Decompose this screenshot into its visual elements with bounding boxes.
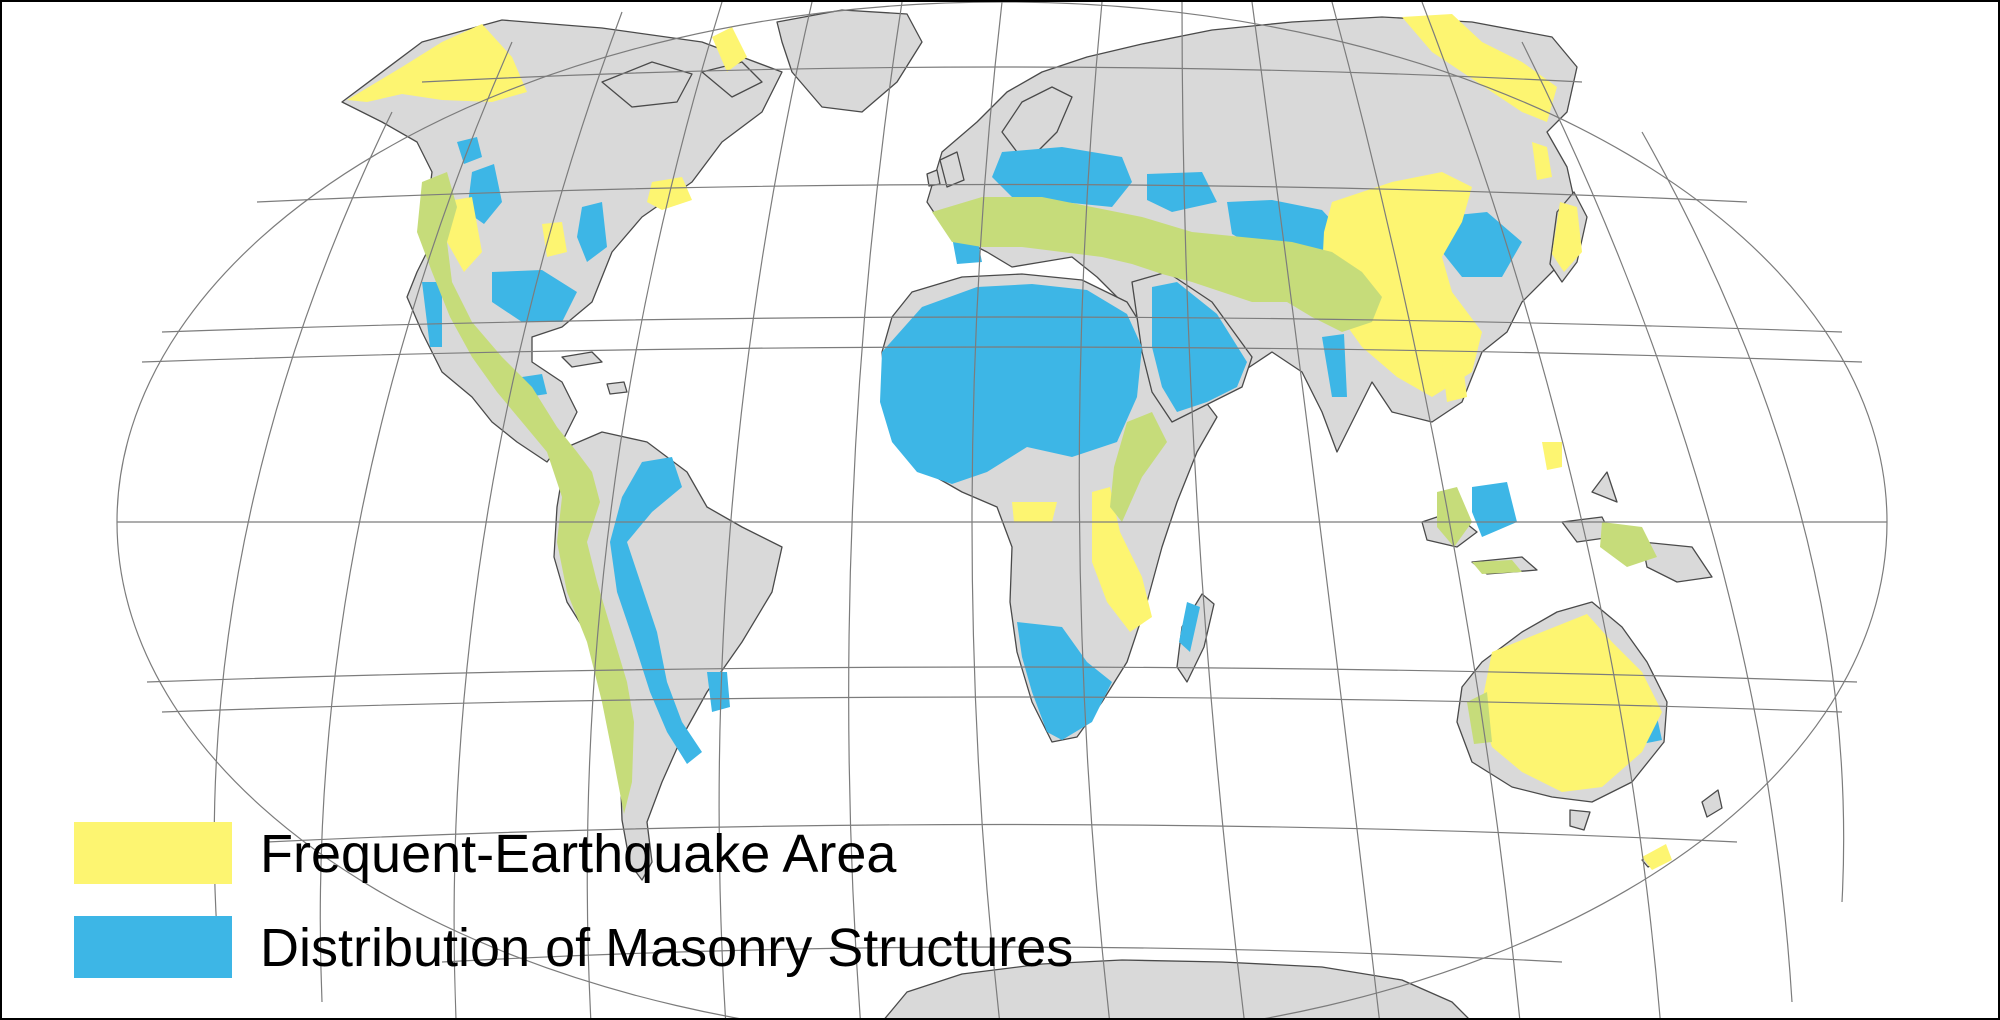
meridian-line bbox=[1078, 2, 1110, 1018]
land-caribbean bbox=[561, 351, 628, 395]
meridian-line bbox=[1521, 41, 1793, 1003]
meridian-line bbox=[213, 111, 393, 933]
graticule bbox=[116, 2, 1888, 1018]
earthquake-swatch bbox=[74, 822, 232, 884]
overlap-zone-mediterranean-to-himalaya bbox=[932, 197, 1382, 332]
quake-zone-new-zealand bbox=[1642, 844, 1672, 870]
meridian-line bbox=[971, 2, 1003, 1018]
masonry-zone-arabia bbox=[1152, 282, 1247, 412]
parallel-line bbox=[441, 946, 1563, 963]
quake-zone-east-africa bbox=[1012, 487, 1152, 632]
meridian-line bbox=[453, 11, 623, 1018]
overlap-zone-east-africa-rift bbox=[1110, 412, 1167, 522]
overlap-zone-australia bbox=[1467, 692, 1492, 744]
masonry-zone-north-america-central bbox=[422, 270, 577, 347]
meridian-line bbox=[1251, 2, 1380, 1018]
parallel-line bbox=[421, 66, 1583, 83]
overlap-zone-americas-west bbox=[417, 172, 634, 814]
quake-zone-alaska bbox=[347, 24, 527, 102]
land-antarctica bbox=[884, 959, 1469, 1018]
land-greenland bbox=[776, 9, 923, 113]
earthquake-zones bbox=[347, 14, 1672, 870]
earthquake-legend-label: Frequent-Earthquake Area bbox=[260, 824, 897, 884]
quake-zone-japan bbox=[1532, 142, 1582, 272]
quake-zone-indochina bbox=[1442, 357, 1562, 470]
parallel-line bbox=[266, 823, 1738, 843]
quake-zone-east-siberia bbox=[1402, 14, 1557, 122]
meridian-line bbox=[586, 2, 723, 1018]
quake-zone-canada-east bbox=[647, 27, 747, 210]
masonry-swatch bbox=[74, 916, 232, 978]
overlap-zones bbox=[417, 172, 1657, 814]
meridian-line bbox=[718, 2, 813, 1018]
land-tasmania bbox=[1569, 809, 1591, 831]
parallel-line bbox=[161, 696, 1843, 713]
parallel-line bbox=[256, 183, 1748, 203]
masonry-zone-europe bbox=[952, 147, 1217, 264]
parallel-line bbox=[161, 316, 1843, 333]
masonry-zone-southern-africa bbox=[1017, 602, 1200, 740]
land-british-isles bbox=[926, 151, 965, 188]
meridian-line bbox=[319, 41, 513, 1003]
masonry-legend-label: Distribution of Masonry Structures bbox=[260, 918, 1074, 978]
meridian-line bbox=[1181, 2, 1245, 1018]
masonry-zone-north-africa bbox=[880, 284, 1142, 484]
quake-zone-australia bbox=[1480, 614, 1662, 792]
meridian-line bbox=[1641, 131, 1845, 903]
parallel-line bbox=[141, 346, 1863, 363]
meridian-line bbox=[848, 2, 903, 1018]
overlap-zone-indonesia bbox=[1437, 487, 1657, 574]
meridian-line bbox=[1421, 2, 1661, 1018]
parallel-line bbox=[146, 666, 1858, 683]
masonry-zone-south-asia bbox=[1322, 334, 1517, 537]
quake-zone-north-america-west bbox=[442, 197, 567, 272]
meridian-line bbox=[1331, 2, 1521, 1018]
masonry-zone-north-america-east bbox=[522, 202, 607, 397]
masonry-zone-south-america bbox=[610, 457, 730, 764]
